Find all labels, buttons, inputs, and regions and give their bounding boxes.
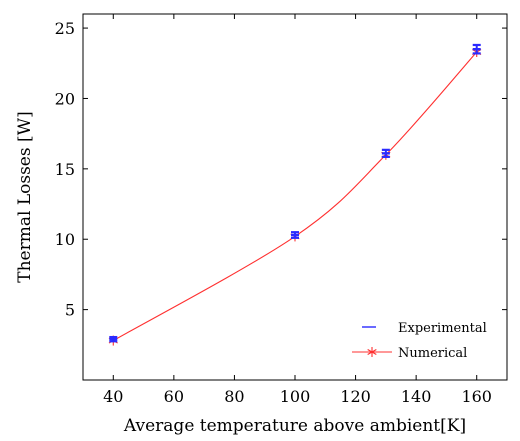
y-tick-label-20: 20 [55,89,75,108]
x-tick-label-100: 100 [280,387,311,406]
y-tick-label-10: 10 [55,230,75,249]
legend-numerical-marker [367,347,377,357]
numerical-line [113,51,478,342]
legend-experimental-label: Experimental [398,321,487,336]
x-tick-label-160: 160 [461,387,492,406]
y-axis-label: Thermal Losses [W] [15,111,35,282]
x-tick-label-80: 80 [224,387,244,406]
x-axis-label: Average temperature above ambient[K] [123,416,466,436]
y-tick-label-15: 15 [55,160,75,179]
legend-numerical-label: Numerical [398,346,467,361]
legend: Experimental Numerical [352,321,487,361]
chart-marks [108,43,482,346]
x-tick-label-40: 40 [103,387,123,406]
y-tick-label-25: 25 [55,19,75,38]
y-tick-label-5: 5 [65,301,75,320]
axes: 40 60 80 100 120 140 160 5 10 15 20 25 Average tempe… [15,14,507,436]
x-tick-label-120: 120 [340,387,371,406]
x-tick-label-140: 140 [401,387,432,406]
x-tick-label-60: 60 [164,387,184,406]
